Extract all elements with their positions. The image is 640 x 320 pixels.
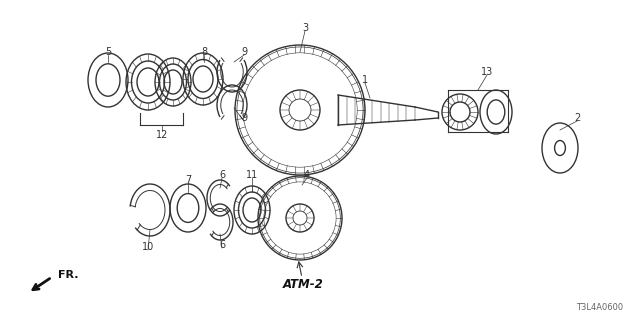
Text: 3: 3 xyxy=(302,23,308,33)
Text: 12: 12 xyxy=(156,130,168,140)
Text: 2: 2 xyxy=(574,113,580,123)
Text: 9: 9 xyxy=(241,113,247,123)
Text: 6: 6 xyxy=(219,240,225,250)
Text: 11: 11 xyxy=(246,170,258,180)
Text: T3L4A0600: T3L4A0600 xyxy=(576,303,623,312)
Text: 10: 10 xyxy=(142,242,154,252)
Text: 5: 5 xyxy=(105,47,111,57)
Text: 4: 4 xyxy=(304,170,310,180)
Text: 9: 9 xyxy=(241,47,247,57)
Text: 8: 8 xyxy=(201,47,207,57)
Text: 13: 13 xyxy=(481,67,493,77)
Text: FR.: FR. xyxy=(58,270,79,280)
Text: 1: 1 xyxy=(362,75,368,85)
Text: 7: 7 xyxy=(185,175,191,185)
Text: ATM-2: ATM-2 xyxy=(283,278,323,292)
Text: 6: 6 xyxy=(219,170,225,180)
